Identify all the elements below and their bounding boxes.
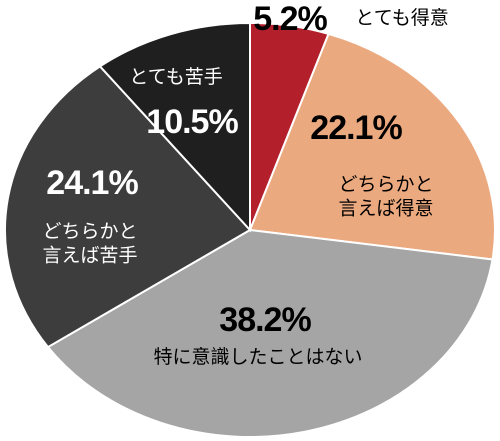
slice-label: 特に意識したことはない [153,346,363,369]
value-label: 24.1% [46,163,138,202]
slice-label: とても得意 [355,7,449,30]
value-label: 5.2% [253,0,327,38]
slice-label: どちらかと 言えば得意 [338,173,434,219]
value-label: 10.5% [146,102,238,141]
value-label: 38.2% [219,300,311,339]
pie-slice [248,32,496,261]
slice-label: どちらかと 言えば苦手 [42,220,138,266]
value-label: 22.1% [310,108,402,147]
slice-label: とても苦手 [129,66,223,89]
pie-slice [4,65,252,349]
pie-slice [98,21,251,233]
pie-slice [46,228,494,438]
